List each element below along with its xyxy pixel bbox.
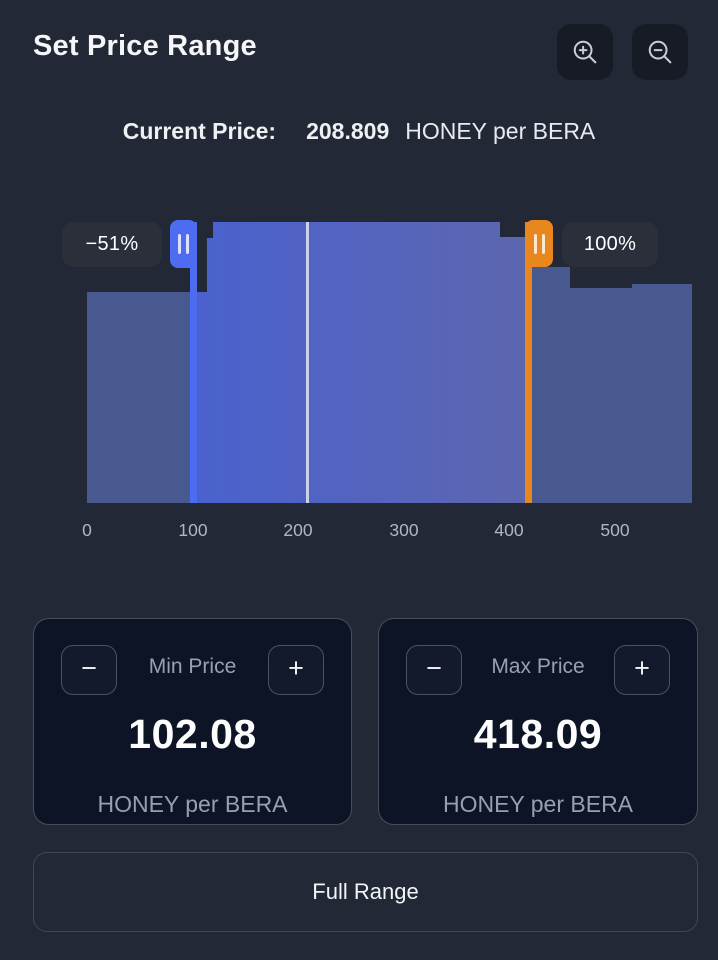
max-price-handle[interactable] — [525, 220, 553, 267]
axis-tick-label: 500 — [600, 520, 630, 540]
current-price-label: Current Price: — [122, 118, 277, 144]
current-price-row: Current Price: 208.809 HONEY per BERA — [0, 118, 718, 145]
histogram-bar — [570, 288, 632, 503]
zoom-out-button[interactable] — [632, 24, 688, 80]
max-percent-badge: 100% — [562, 222, 658, 267]
axis-tick-label: 100 — [178, 520, 208, 540]
min-price-label: Min Price — [148, 655, 237, 678]
grip-line-icon — [186, 234, 189, 254]
min-price-increment-button[interactable]: + — [268, 645, 324, 695]
magnifier-plus-icon — [570, 37, 600, 67]
max-price-label: Max Price — [491, 655, 585, 678]
histogram-notch — [207, 222, 213, 238]
zoom-in-button[interactable] — [557, 24, 613, 80]
axis-tick-label: 200 — [283, 520, 313, 540]
max-price-line — [525, 222, 532, 503]
histogram-notch — [197, 222, 207, 292]
liquidity-range-chart: −51% 100% 0 100 200 300 400 500 — [0, 190, 718, 560]
histogram-bar — [532, 267, 570, 503]
axis-tick-label: 300 — [389, 520, 419, 540]
min-percent-badge: −51% — [62, 222, 162, 267]
selected-range-area — [190, 222, 532, 503]
max-price-unit: HONEY per BERA — [442, 791, 634, 817]
histogram-bar — [87, 292, 190, 503]
grip-line-icon — [541, 233, 545, 254]
max-price-value: 418.09 — [473, 711, 603, 757]
histogram-bar — [632, 284, 692, 503]
grip-line-icon — [533, 233, 537, 254]
min-price-card: − Min Price + 102.08 HONEY per BERA — [33, 618, 352, 825]
max-price-card: − Max Price + 418.09 HONEY per BERA — [378, 618, 698, 825]
page-title: Set Price Range — [33, 30, 257, 62]
magnifier-minus-icon — [645, 37, 675, 67]
min-price-line — [190, 222, 197, 503]
current-price-unit: HONEY per BERA — [405, 118, 596, 144]
min-price-decrement-button[interactable]: − — [61, 645, 117, 695]
full-range-button[interactable]: Full Range — [33, 852, 698, 932]
current-price-value: 208.809 — [306, 118, 390, 144]
min-price-value: 102.08 — [128, 711, 257, 757]
axis-tick-label: 0 — [82, 520, 92, 540]
grip-line-icon — [178, 234, 181, 254]
current-price-line — [306, 222, 309, 503]
axis-tick-label: 400 — [494, 520, 524, 540]
max-price-decrement-button[interactable]: − — [406, 645, 462, 695]
min-price-unit: HONEY per BERA — [97, 791, 288, 817]
histogram-notch — [500, 222, 525, 237]
max-price-increment-button[interactable]: + — [614, 645, 670, 695]
min-price-handle[interactable] — [170, 220, 197, 268]
